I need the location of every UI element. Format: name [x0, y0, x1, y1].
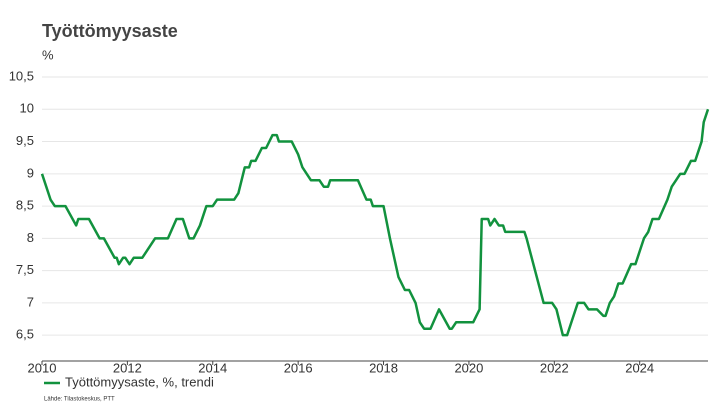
y-tick-label: 7	[27, 294, 34, 309]
y-axis-label: %	[42, 47, 54, 62]
y-tick-label: 9	[27, 165, 34, 180]
x-tick-label: 2020	[454, 360, 483, 375]
y-tick-label: 8,5	[16, 198, 34, 213]
line	[40, 108, 710, 337]
chart-title: Työttömyysaste	[42, 21, 178, 41]
x-tick-label: 2010	[28, 360, 57, 375]
x-tick-label: 2024	[625, 360, 654, 375]
x-tick-label: 2022	[540, 360, 569, 375]
y-tick-label: 7,5	[16, 262, 34, 277]
x-tick-label: 2018	[369, 360, 398, 375]
y-tick-label: 8	[27, 230, 34, 245]
x-tick-label: 2016	[284, 360, 313, 375]
y-tick-label: 9,5	[16, 133, 34, 148]
x-tick-label: 2012	[113, 360, 142, 375]
legend-label: Työttömyysaste, %, trendi	[65, 374, 214, 389]
y-tick-label: 6,5	[16, 327, 34, 342]
x-tick-label: 2014	[198, 360, 227, 375]
y-tick-label: 10,5	[9, 68, 34, 83]
y-tick-label: 10	[20, 101, 34, 116]
source: Lähde: Tilastokeskus, PTT	[44, 397, 115, 403]
